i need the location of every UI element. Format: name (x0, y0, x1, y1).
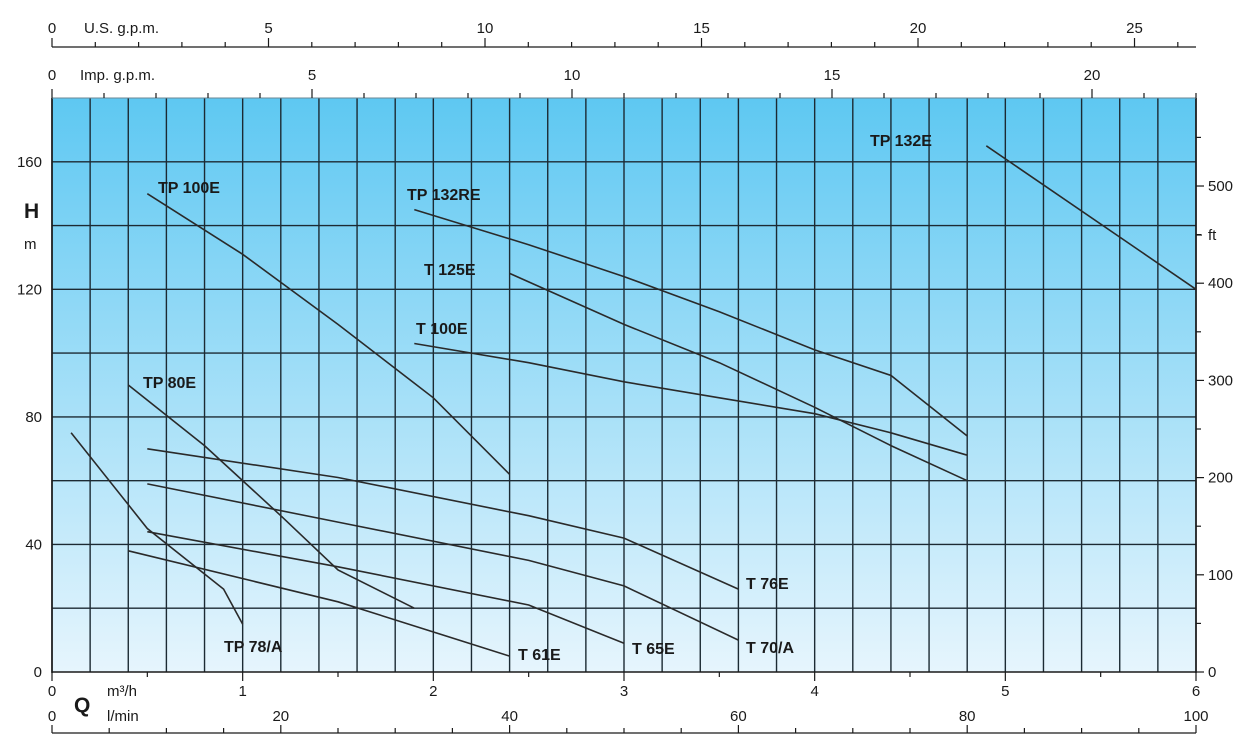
axes (51, 38, 1204, 734)
curve-t-70-a (147, 483, 739, 641)
y-tick-label-left: 160 (17, 154, 42, 171)
curve-label: T 100E (416, 321, 468, 338)
curve-label: TP 132RE (407, 187, 481, 204)
x-axis-unit-us-gpm: U.S. g.p.m. (84, 20, 159, 37)
curve-t-125e (509, 272, 968, 482)
x-tick-label-lmin: 80 (959, 708, 976, 725)
y-tick-label-left: 40 (25, 536, 42, 553)
x-tick-label-m3h: 3 (620, 683, 628, 700)
y-tick-label-right: 400 (1208, 275, 1233, 292)
curve-t-100e (414, 342, 968, 456)
x-tick-label-m3h: 6 (1192, 683, 1200, 700)
x-tick-label-m3h: 4 (810, 683, 818, 700)
y-tick-label-right: 500 (1208, 178, 1233, 195)
x-tick-label-imp-gpm: 15 (824, 67, 841, 84)
grid-lines (51, 98, 1197, 672)
curve-label: T 61E (518, 647, 561, 664)
x-axis-unit-imp-gpm: Imp. g.p.m. (80, 67, 155, 84)
x-tick-label-lmin: 60 (730, 708, 747, 725)
x-axis-unit-m3h: m³/h (107, 683, 137, 700)
y-tick-label-left: 80 (25, 409, 42, 426)
x-axis-unit-lmin: l/min (107, 708, 139, 725)
y-tick-label-right: 300 (1208, 372, 1233, 389)
curve-tp-132e (985, 145, 1197, 290)
curve-t-61e (128, 550, 510, 657)
x-tick-label-us-gpm: 25 (1126, 20, 1143, 37)
curve-tp-132re (414, 208, 968, 437)
x-tick-label-lmin: 20 (272, 708, 289, 725)
x-tick-label-imp-gpm: 10 (564, 67, 581, 84)
series-lines (70, 145, 1197, 657)
curve-label: T 65E (632, 641, 675, 658)
y-axis-label-h: H (24, 200, 39, 223)
y-tick-label-right: 0 (1208, 664, 1216, 681)
y-axis-unit-m: m (24, 236, 37, 253)
curve-label: T 125E (424, 262, 476, 279)
curve-label: T 76E (746, 576, 789, 593)
x-tick-label-imp-gpm: 0 (48, 67, 56, 84)
curve-label: T 70/A (746, 640, 794, 657)
x-tick-label-imp-gpm: 20 (1084, 67, 1101, 84)
x-tick-label-m3h: 1 (238, 683, 246, 700)
x-tick-label-us-gpm: 5 (264, 20, 272, 37)
curve-tp-100e (146, 193, 511, 475)
x-tick-label-us-gpm: 10 (477, 20, 494, 37)
x-tick-label-us-gpm: 0 (48, 20, 56, 37)
curve-label: TP 78/A (224, 639, 283, 656)
curve-t-65e (147, 530, 625, 645)
x-tick-label-m3h: 5 (1001, 683, 1009, 700)
y-tick-label-right: 200 (1208, 470, 1233, 487)
x-axis-label-q: Q (74, 694, 90, 717)
curve-tp-80e (127, 384, 415, 609)
x-tick-label-lmin: 0 (48, 708, 56, 725)
y-tick-label-left: 120 (17, 281, 42, 298)
x-tick-label-lmin: 100 (1183, 708, 1208, 725)
x-tick-label-us-gpm: 15 (693, 20, 710, 37)
x-tick-label-m3h: 0 (48, 683, 56, 700)
curve-t-76e (147, 448, 739, 590)
y-tick-label-left: 0 (34, 664, 42, 681)
curve-tp-78-a (70, 432, 244, 625)
curve-label: TP 132E (870, 133, 932, 150)
curve-label: TP 80E (143, 375, 196, 392)
x-tick-label-lmin: 40 (501, 708, 518, 725)
y-axis-unit-ft: ft (1208, 227, 1217, 244)
y-tick-label-right: 100 (1208, 567, 1233, 584)
curve-label: TP 100E (158, 180, 220, 197)
x-tick-label-imp-gpm: 5 (308, 67, 316, 84)
x-tick-label-us-gpm: 20 (910, 20, 927, 37)
x-tick-label-m3h: 2 (429, 683, 437, 700)
